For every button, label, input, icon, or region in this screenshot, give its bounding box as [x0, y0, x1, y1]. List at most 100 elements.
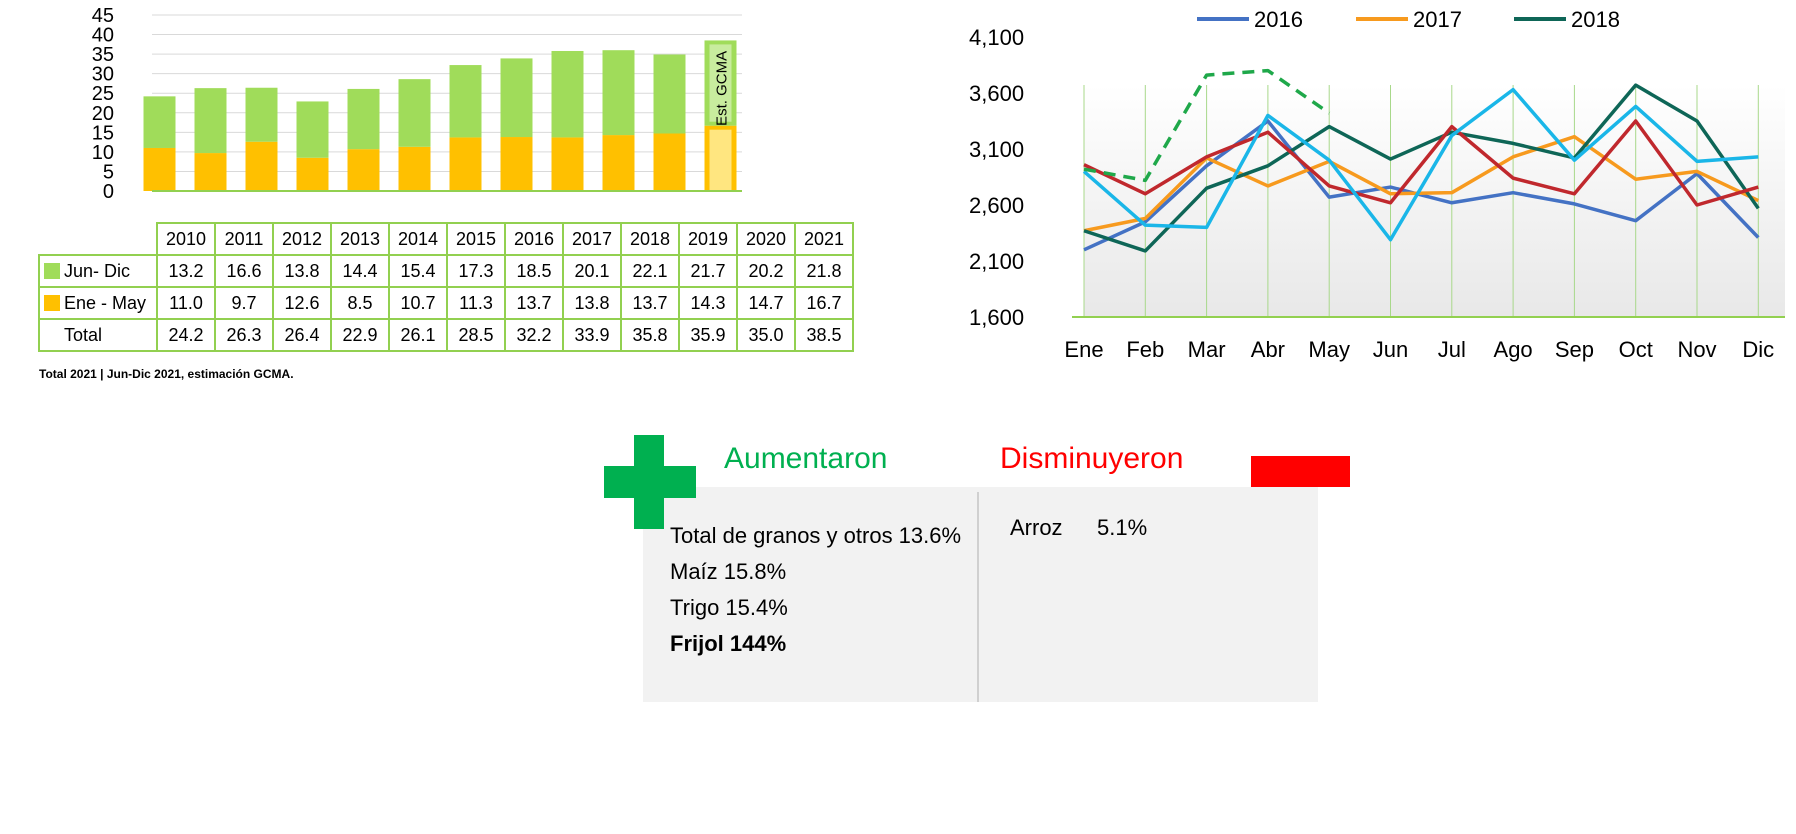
total-value: 33.9: [562, 318, 622, 352]
jun-dic-legend-swatch: [44, 262, 60, 279]
bar-estimate-overlay: [709, 129, 732, 191]
year-header: 2010: [156, 222, 216, 256]
total-value: 26.4: [272, 318, 332, 352]
jun-dic-value: 13.8: [272, 254, 332, 288]
minus-icon: [1251, 456, 1350, 487]
estimate-annotation: Est. GCMA: [714, 51, 731, 126]
month-tick-label: May: [1308, 337, 1350, 362]
jun-dic-value: 16.6: [214, 254, 274, 288]
jun-dic-legend-label: Jun- Dic: [64, 260, 131, 281]
bar-jun-dic: [245, 87, 278, 142]
month-tick-label: Nov: [1677, 337, 1716, 362]
series-line-2018: [1083, 83, 1760, 253]
year-header: 2015: [446, 222, 506, 256]
series-line: [1082, 87, 1759, 242]
bar-ene-may: [194, 153, 227, 191]
year-header: 2016: [504, 222, 564, 256]
year-header: 2018: [620, 222, 680, 256]
bar-data-table: 2010 2011 2012 2013 2014 2015 2016 2017 …: [38, 222, 854, 352]
total-value: 35.9: [678, 318, 738, 352]
jun-dic-value: 13.2: [156, 254, 216, 288]
total-spacer: [44, 327, 60, 343]
year-header: 2013: [330, 222, 390, 256]
line-y-tick-label: 3,100: [969, 137, 1024, 162]
year-header: 2017: [562, 222, 622, 256]
total-label: Total: [64, 324, 103, 345]
bar-jun-dic: [500, 58, 533, 138]
ene-may-legend-swatch: [44, 294, 60, 311]
total-value: 26.1: [388, 318, 448, 352]
bar-jun-dic: [653, 54, 686, 134]
bar-ene-may: [245, 141, 278, 191]
series-line-2017: [1083, 134, 1760, 233]
jun-dic-value: 21.7: [678, 254, 738, 288]
bar-y-tick-label: 40: [92, 25, 114, 47]
month-tick-label: Mar: [1188, 337, 1226, 362]
increased-item: Maíz 15.8%: [670, 559, 787, 584]
bar-jun-dic: [194, 88, 227, 154]
ene-may-value: 10.7: [388, 286, 448, 320]
bar-jun-dic: [551, 50, 584, 138]
total-value: 32.2: [504, 318, 564, 352]
bar-ene-may: [143, 147, 176, 191]
legend-label: 2017: [1413, 7, 1462, 32]
bar-ene-may: [347, 149, 380, 191]
bar-jun-dic: [347, 88, 380, 150]
ene-may-value: 8.5: [330, 286, 390, 320]
month-tick-label: Jun: [1373, 337, 1408, 362]
legend-label: 2018: [1571, 7, 1620, 32]
increased-item: Total de granos y otros 13.6%: [670, 523, 962, 548]
series-line: [1083, 68, 1331, 183]
total-value: 35.8: [620, 318, 680, 352]
ene-may-value: 13.7: [620, 286, 680, 320]
bar-ene-may: [602, 135, 635, 191]
decreased-heading: Disminuyeron: [1000, 442, 1184, 475]
table-row-total: Total 24.2 26.3 26.4 22.9 26.1 28.5 32.2…: [38, 318, 854, 352]
year-header: 2021: [794, 222, 854, 256]
total-value: 22.9: [330, 318, 390, 352]
bar-jun-dic: [398, 79, 431, 147]
jun-dic-value: 14.4: [330, 254, 390, 288]
line-y-tick-label: 2,600: [969, 193, 1024, 218]
decreased-item: Arroz 5.1%: [1010, 515, 1147, 541]
table-row-ene-may: Ene - May 11.0 9.7 12.6 8.5 10.7 11.3 13…: [38, 286, 854, 320]
bar-ene-may: [449, 137, 482, 191]
bar-ene-may: [296, 157, 329, 191]
ene-may-value: 11.3: [446, 286, 506, 320]
row-label-ene-may: Ene - May: [38, 286, 158, 320]
bar-y-tick-label: 15: [92, 122, 114, 144]
bar-y-tick-label: 20: [92, 103, 114, 125]
jun-dic-value: 22.1: [620, 254, 680, 288]
legend-label: 2016: [1254, 7, 1303, 32]
table-header-row: 2010 2011 2012 2013 2014 2015 2016 2017 …: [39, 222, 854, 256]
month-tick-label: Feb: [1126, 337, 1164, 362]
increased-item: Frijol 144%: [670, 631, 787, 656]
jun-dic-value: 15.4: [388, 254, 448, 288]
year-header: 2019: [678, 222, 738, 256]
bar-y-tick-label: 25: [92, 83, 114, 105]
increased-item: Trigo 15.4%: [670, 595, 788, 620]
ene-may-value: 14.3: [678, 286, 738, 320]
jun-dic-value: 18.5: [504, 254, 564, 288]
bar-ene-may: [398, 146, 431, 191]
bar-y-tick-label: 10: [92, 142, 114, 164]
year-header: 2012: [272, 222, 332, 256]
total-value: 38.5: [794, 318, 854, 352]
bar-jun-dic: [296, 101, 329, 158]
bar-ene-may: [653, 133, 686, 191]
bar-ene-may: [551, 137, 584, 191]
year-header: 2011: [214, 222, 274, 256]
ene-may-value: 13.7: [504, 286, 564, 320]
month-tick-label: Dic: [1742, 337, 1774, 362]
total-value: 26.3: [214, 318, 274, 352]
increased-list: Total de granos y otros 13.6% Maíz 15.8%…: [670, 518, 961, 662]
line-y-tick-label: 1,600: [969, 305, 1024, 330]
month-tick-label: Abr: [1251, 337, 1285, 362]
total-value: 35.0: [736, 318, 796, 352]
decreased-item-value: 5.1%: [1097, 515, 1148, 540]
bar-jun-dic: [449, 65, 482, 138]
row-label-total: Total: [38, 318, 158, 352]
summary-panel: [643, 487, 1318, 702]
line-y-tick-label: 2,100: [969, 249, 1024, 274]
bar-estimate-overlay: [709, 44, 732, 122]
